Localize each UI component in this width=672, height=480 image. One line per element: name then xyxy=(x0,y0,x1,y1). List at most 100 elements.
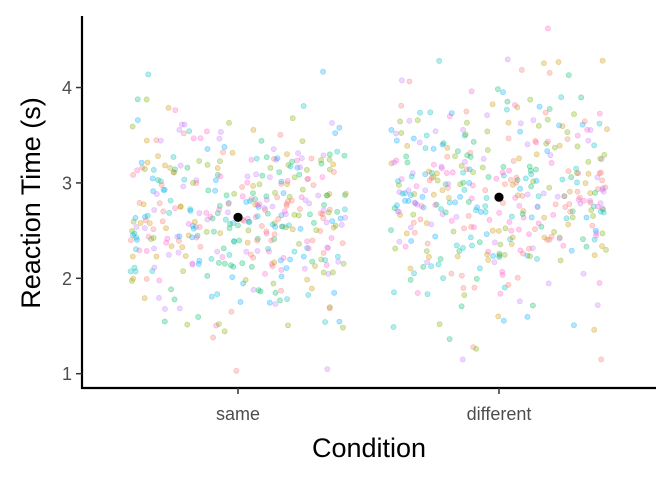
data-point xyxy=(452,199,458,206)
data-point xyxy=(144,212,151,219)
data-point xyxy=(180,268,186,274)
data-point xyxy=(306,211,313,218)
data-point xyxy=(207,213,214,220)
data-point xyxy=(578,94,585,101)
data-point xyxy=(417,216,424,223)
data-point xyxy=(461,158,468,165)
data-point xyxy=(440,275,446,281)
data-point xyxy=(280,254,287,261)
data-point xyxy=(250,286,257,293)
data-point xyxy=(428,169,435,176)
data-point xyxy=(587,199,594,206)
data-point xyxy=(528,171,535,177)
data-point xyxy=(317,210,324,217)
data-point xyxy=(405,197,412,204)
data-point xyxy=(573,165,579,172)
data-point xyxy=(227,262,234,269)
data-point xyxy=(534,203,541,210)
data-point xyxy=(410,211,417,218)
data-point xyxy=(600,209,607,216)
data-point xyxy=(524,191,531,198)
data-point xyxy=(596,280,603,286)
data-point xyxy=(460,179,467,186)
data-point xyxy=(271,231,278,238)
data-point xyxy=(304,176,311,182)
data-point xyxy=(271,236,277,243)
data-point xyxy=(599,205,606,212)
data-point xyxy=(181,121,188,128)
data-point xyxy=(439,141,446,148)
data-point xyxy=(552,144,558,151)
data-point xyxy=(485,248,492,255)
data-point xyxy=(297,225,304,232)
data-point xyxy=(131,230,138,237)
y-tick-label: 2 xyxy=(62,269,72,289)
data-point xyxy=(538,223,545,230)
data-point xyxy=(467,149,474,156)
data-point xyxy=(587,127,594,133)
data-point xyxy=(276,169,283,175)
data-point xyxy=(203,228,210,235)
data-point xyxy=(172,205,178,212)
data-point xyxy=(469,242,475,249)
data-point xyxy=(210,334,216,341)
data-point xyxy=(501,181,508,187)
data-point xyxy=(522,175,529,182)
data-point xyxy=(491,239,498,246)
data-point xyxy=(153,137,160,143)
data-point xyxy=(526,163,533,170)
data-point xyxy=(289,226,296,233)
data-point xyxy=(141,295,148,302)
data-point xyxy=(436,58,443,64)
data-point xyxy=(527,96,534,103)
data-point xyxy=(388,160,395,167)
data-point xyxy=(465,199,472,205)
data-point xyxy=(212,187,218,194)
data-point xyxy=(176,305,183,312)
data-point xyxy=(457,181,464,188)
data-point xyxy=(320,207,327,214)
y-axis-ticks: 1 2 3 4 xyxy=(62,78,82,384)
data-point xyxy=(559,176,566,183)
data-point xyxy=(270,280,277,287)
data-point xyxy=(505,135,512,142)
data-point xyxy=(424,259,430,265)
data-point xyxy=(305,175,311,182)
data-point xyxy=(130,275,136,282)
data-point xyxy=(532,138,539,144)
data-point xyxy=(477,208,484,215)
data-point xyxy=(541,234,548,241)
data-point xyxy=(136,247,143,254)
data-point xyxy=(177,203,184,210)
data-point xyxy=(172,166,178,173)
data-point xyxy=(134,117,141,123)
data-point xyxy=(534,204,541,210)
data-point xyxy=(393,130,399,137)
data-point xyxy=(244,215,251,222)
data-point xyxy=(300,253,307,260)
data-point xyxy=(422,145,429,151)
data-point xyxy=(228,308,235,315)
data-point xyxy=(334,253,341,260)
data-point xyxy=(248,263,255,270)
data-point xyxy=(254,201,261,208)
data-point xyxy=(278,180,285,187)
data-point xyxy=(442,181,449,188)
data-point xyxy=(430,191,437,198)
data-point xyxy=(283,200,290,207)
data-point xyxy=(277,297,283,304)
data-point xyxy=(197,243,204,250)
data-point xyxy=(595,186,601,192)
data-point xyxy=(150,188,157,195)
data-point xyxy=(509,234,516,241)
data-point xyxy=(541,60,547,67)
data-point xyxy=(568,174,575,181)
data-point xyxy=(326,305,333,312)
data-point xyxy=(527,253,533,260)
data-point xyxy=(507,176,514,183)
data-point xyxy=(216,135,223,142)
data-point xyxy=(461,186,468,193)
data-point xyxy=(248,196,255,202)
data-point xyxy=(548,159,555,166)
data-point xyxy=(231,238,237,245)
